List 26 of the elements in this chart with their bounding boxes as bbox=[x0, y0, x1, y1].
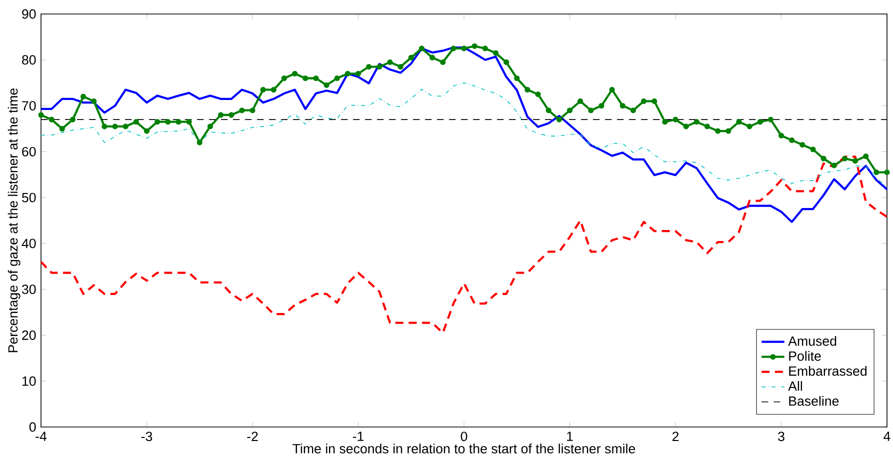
legend-label: Polite bbox=[789, 351, 821, 361]
y-tick-label: 20 bbox=[22, 330, 36, 340]
y-tick-label: 10 bbox=[22, 376, 36, 386]
legend-label: Amused bbox=[788, 336, 836, 346]
x-tick-label: 2 bbox=[672, 432, 679, 442]
y-tick-label: 80 bbox=[22, 55, 36, 65]
x-tick-label: -4 bbox=[36, 432, 47, 441]
y-axis-title: Percentage of gaze at the listener at the time bbox=[8, 88, 20, 352]
x-tick-label: 4 bbox=[884, 432, 890, 441]
x-tick-label: -1 bbox=[352, 432, 364, 441]
y-tick-label: 70 bbox=[22, 101, 36, 110]
x-tick-label: 0 bbox=[460, 432, 468, 442]
legend-label: All bbox=[788, 381, 802, 391]
y-tick-label: 50 bbox=[22, 192, 36, 202]
x-tick-label: -2 bbox=[247, 432, 258, 442]
y-tick-label: 40 bbox=[22, 238, 36, 248]
x-tick-label: 3 bbox=[778, 432, 784, 442]
legend-label: Embarrassed bbox=[789, 366, 867, 376]
x-tick-label: 1 bbox=[567, 432, 573, 441]
y-tick-label: 90 bbox=[22, 9, 36, 19]
y-tick-label: 60 bbox=[22, 146, 36, 156]
legend-label: Baseline bbox=[789, 396, 839, 406]
y-tick-label: 0 bbox=[29, 422, 36, 432]
x-tick-label: -3 bbox=[141, 432, 152, 442]
y-tick-label: 30 bbox=[22, 284, 36, 294]
x-axis-title: Time in seconds in relation to the start of the listener smile bbox=[292, 444, 636, 454]
